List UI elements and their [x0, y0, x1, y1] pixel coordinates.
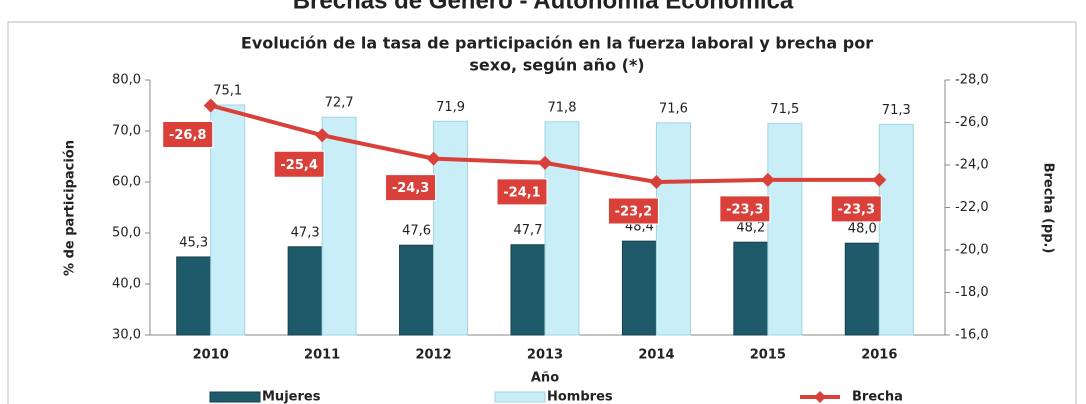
y2-tick-label: -24,0: [955, 158, 989, 173]
bar: [176, 256, 212, 336]
legend-label: Mujeres: [262, 390, 321, 404]
x-tick-label: 2013: [527, 348, 563, 363]
line-value-label: -26,8: [169, 128, 206, 143]
line-value-label: -23,3: [726, 202, 763, 217]
x-tick-label: 2011: [304, 348, 340, 363]
bar-value-label: 71,8: [548, 100, 577, 115]
line-value-label: -25,4: [280, 158, 317, 173]
y-tick-label: 70,0: [112, 124, 141, 139]
legend-swatch: [494, 391, 546, 403]
chart-title: Evolución de la tasa de participación en…: [241, 34, 873, 53]
bar-value-label: 47,6: [402, 224, 431, 239]
bar: [433, 120, 469, 336]
value-label-box: [162, 121, 214, 148]
line-marker: [426, 151, 441, 166]
bar: [399, 244, 435, 336]
legend-label: Hombres: [547, 390, 613, 404]
bar: [733, 241, 769, 336]
x-tick-label: 2014: [638, 348, 674, 363]
line-marker: [203, 98, 218, 113]
bar: [510, 244, 546, 336]
legend-marker: [814, 391, 826, 403]
x-tick-label: 2015: [750, 348, 786, 363]
bar: [878, 123, 914, 336]
y2-axis-title: Brecha (pp.): [1041, 163, 1056, 254]
x-tick-label: 2010: [193, 348, 229, 363]
x-axis-title: Año: [531, 371, 559, 386]
bar-value-label: 71,6: [659, 101, 688, 116]
y2-tick-label: -22,0: [955, 200, 989, 215]
bar-value-label: 45,3: [179, 235, 208, 250]
legend-label: Brecha: [852, 390, 903, 404]
line-marker: [872, 172, 887, 187]
y-tick-label: 40,0: [112, 277, 141, 292]
value-label-box: [719, 195, 771, 223]
line-value-label: -23,2: [615, 205, 652, 220]
bar-value-label: 47,7: [514, 223, 543, 238]
bar: [655, 122, 691, 336]
line-marker: [538, 155, 552, 170]
y2-tick-label: -16,0: [955, 328, 989, 343]
bar: [767, 122, 803, 336]
x-tick-label: 2016: [861, 348, 897, 363]
y-tick-label: 30,0: [112, 328, 141, 343]
value-label-box: [830, 195, 882, 223]
y2-tick-label: -26,0: [955, 115, 989, 130]
value-label-box: [607, 197, 659, 225]
y-axis-title: % de participación: [63, 140, 78, 276]
line-value-label: -24,1: [503, 185, 540, 200]
bar: [321, 116, 357, 336]
page-title: Brechas de Género - Autonomía Económica: [293, 0, 794, 14]
x-tick-label: 2012: [415, 348, 451, 363]
value-label-box: [496, 178, 548, 206]
bar-value-label: 75,1: [213, 83, 242, 98]
bar-value-label: 71,9: [436, 100, 465, 115]
bar-value-label: 71,3: [882, 103, 911, 118]
y2-tick-label: -18,0: [955, 285, 989, 300]
y-tick-label: 50,0: [112, 226, 141, 241]
value-label-box: [273, 150, 325, 178]
line-marker: [649, 175, 664, 189]
value-label-box: [385, 174, 437, 202]
bar: [621, 240, 657, 336]
line-marker: [315, 128, 330, 143]
bar: [544, 121, 580, 336]
bar-value-label: 47,3: [291, 225, 320, 240]
line-value-label: -23,3: [838, 202, 875, 217]
bar-value-label: 48,0: [848, 222, 877, 237]
bar-value-label: 72,7: [325, 96, 354, 111]
line-marker: [760, 172, 775, 187]
line-value-label: -24,3: [392, 181, 429, 196]
legend-swatch: [209, 391, 261, 403]
bar-value-label: 48,2: [736, 221, 765, 236]
y2-tick-label: -28,0: [955, 73, 989, 88]
bar: [844, 242, 880, 336]
y2-tick-label: -20,0: [955, 243, 989, 258]
chart-title: sexo, según año (*): [469, 56, 644, 75]
bar-value-label: 71,5: [770, 102, 799, 117]
bar: [287, 246, 323, 336]
y-tick-label: 60,0: [112, 175, 141, 190]
y-tick-label: 80,0: [112, 73, 141, 88]
bar: [210, 104, 246, 336]
